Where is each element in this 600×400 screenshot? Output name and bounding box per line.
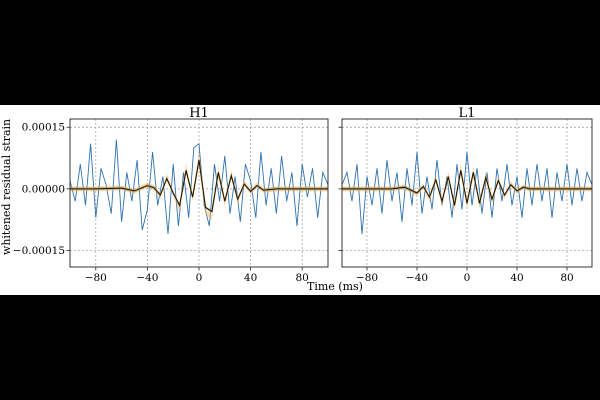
x-tick-label-l1-4: 80 [560,272,573,284]
residual-series-line-l1 [342,151,592,235]
x-tick-label-h1-3: 40 [244,272,257,284]
y-tick-label-h1-1: 0.00000 [22,183,65,195]
x-tick-label-h1-1: −40 [136,272,158,284]
plot-area-l1 [342,151,592,235]
panel-h1: −80 −40 0 40 80 0.00015 0.00000 −0.00015 H1 [13,106,329,284]
x-tick-label-h1-2: 0 [196,272,203,284]
waveform-median-line-l1 [342,170,592,206]
panel-title-l1: L1 [459,106,476,121]
y-tick-label-h1-0: 0.00015 [22,122,65,134]
plot-area-h1 [70,139,328,235]
x-tick-label-l1-3: 40 [510,272,523,284]
x-tick-label-h1-0: −80 [85,272,107,284]
y-axis-label: whitened residual strain [0,119,13,255]
x-axis-label: Time (ms) [307,280,363,293]
x-tick-label-h1-4: 80 [296,272,309,284]
x-tick-label-l1-1: −40 [406,272,428,284]
y-tick-label-h1-2: −0.00015 [13,245,65,257]
x-tick-label-l1-0: −80 [356,272,378,284]
waveform-median-line-h1 [70,160,328,213]
uncertainty-band-l1 [342,169,592,207]
figure-panel: whitened residual strain Time (ms) −80 −4… [0,105,600,295]
figure-svg: whitened residual strain Time (ms) −80 −4… [0,106,593,293]
x-tick-label-l1-2: 0 [464,272,471,284]
panel-l1: −80 −40 0 40 80 L1 [338,106,593,284]
panel-title-h1: H1 [189,106,209,121]
